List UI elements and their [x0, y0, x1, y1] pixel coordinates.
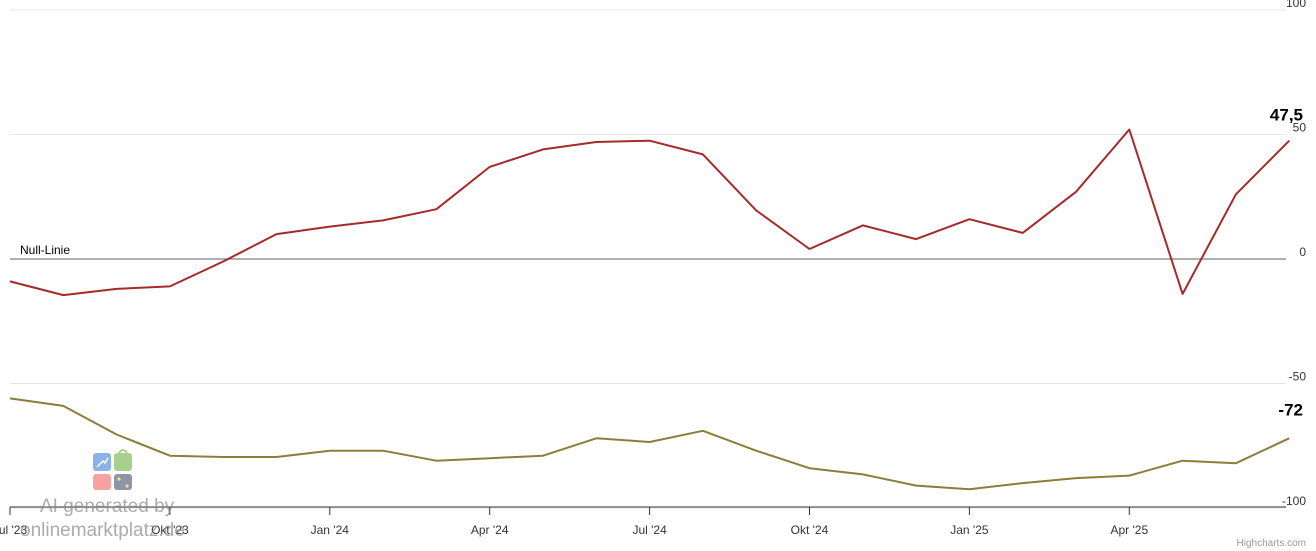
- series-group: [9, 128, 1290, 491]
- x-tick-label: Jul '23: [0, 523, 27, 537]
- x-tick-label: Jul '24: [632, 523, 667, 537]
- x-tick-label: Apr '25: [1110, 523, 1148, 537]
- null-line-label: Null-Linie: [20, 243, 70, 257]
- x-tick-label: Okt '23: [151, 523, 189, 537]
- y-tick-label: -50: [1289, 370, 1307, 384]
- watermark: AI generated by onlinemarktplatz.de: [20, 449, 185, 541]
- y-tick-label: -100: [1282, 494, 1306, 508]
- series-line-2: [9, 397, 1290, 491]
- x-tick-label: Jan '24: [311, 523, 350, 537]
- x-axis: Jul '23 Okt '23 Jan '24 Apr '24 Jul '24 Okt '…: [0, 506, 1286, 537]
- x-tick-label: Apr '24: [471, 523, 509, 537]
- watermark-logo-icon: [93, 449, 132, 490]
- x-tick-label: Okt '24: [791, 523, 829, 537]
- series-line-1: [9, 128, 1290, 297]
- y-tick-label: 50: [1293, 121, 1307, 135]
- y-tick-label: 0: [1299, 245, 1306, 259]
- end-labels: 47,5 -72: [1270, 106, 1303, 420]
- y-tick-label: 100: [1286, 0, 1306, 10]
- y-axis: 100 50 0 -50 -100: [1282, 0, 1306, 508]
- null-line-group: Null-Linie: [10, 243, 1286, 260]
- watermark-text-line-2: onlinemarktplatz.de: [20, 520, 185, 541]
- x-tick-label: Jan '25: [950, 523, 989, 537]
- watermark-text-line-1: AI generated by: [40, 496, 175, 517]
- series-end-label-2: -72: [1278, 400, 1303, 419]
- series-end-label-1: 47,5: [1270, 106, 1303, 125]
- gridlines: [10, 9, 1286, 509]
- credits-link[interactable]: Highcharts.com: [1237, 538, 1306, 549]
